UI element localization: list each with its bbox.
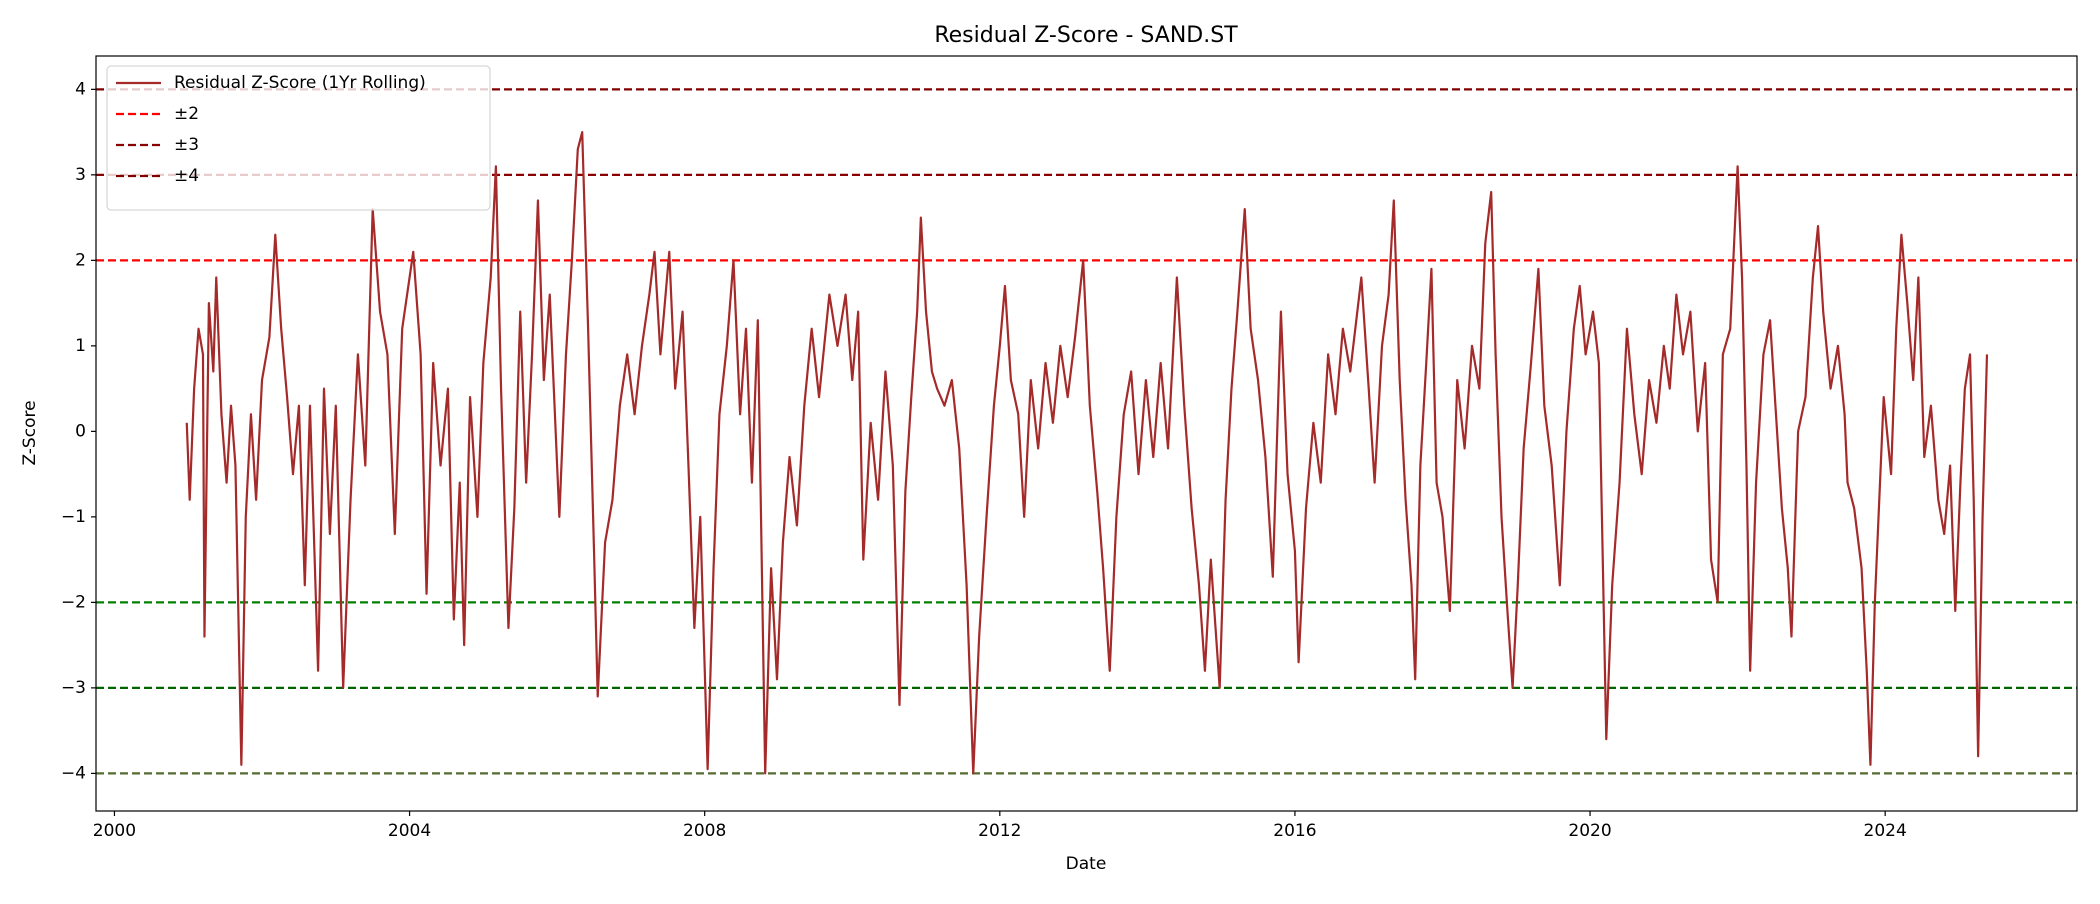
chart-title: Residual Z-Score - SAND.ST [934,23,1238,48]
y-tick-label: 0 [75,421,86,441]
legend-label: ±3 [174,135,199,155]
y-tick-label: 2 [75,250,86,270]
legend-box [106,65,491,211]
plot-frame [95,55,2078,812]
y-tick-label: 3 [75,165,86,185]
x-tick-label: 2008 [683,821,726,841]
x-tick-label: 2000 [93,821,136,841]
x-tick-label: 2004 [388,821,431,841]
y-axis-label: Z-Score [20,400,40,465]
x-tick-label: 2012 [978,821,1021,841]
y-tick-label: −1 [61,507,86,527]
x-tick-label: 2016 [1273,821,1316,841]
y-tick-label: 4 [75,79,86,99]
y-tick-label: −4 [61,763,86,783]
legend-label: ±4 [174,166,199,186]
x-tick-label: 2024 [1864,821,1907,841]
x-tick-label: 2020 [1568,821,1611,841]
series-line [185,131,1989,775]
y-tick-label: −3 [61,678,86,698]
legend-label: Residual Z-Score (1Yr Rolling) [174,73,426,93]
y-tick-label: −2 [61,592,86,612]
x-axis-label: Date [1066,854,1107,874]
y-tick-label: 1 [75,336,86,356]
legend-label: ±2 [174,104,199,124]
